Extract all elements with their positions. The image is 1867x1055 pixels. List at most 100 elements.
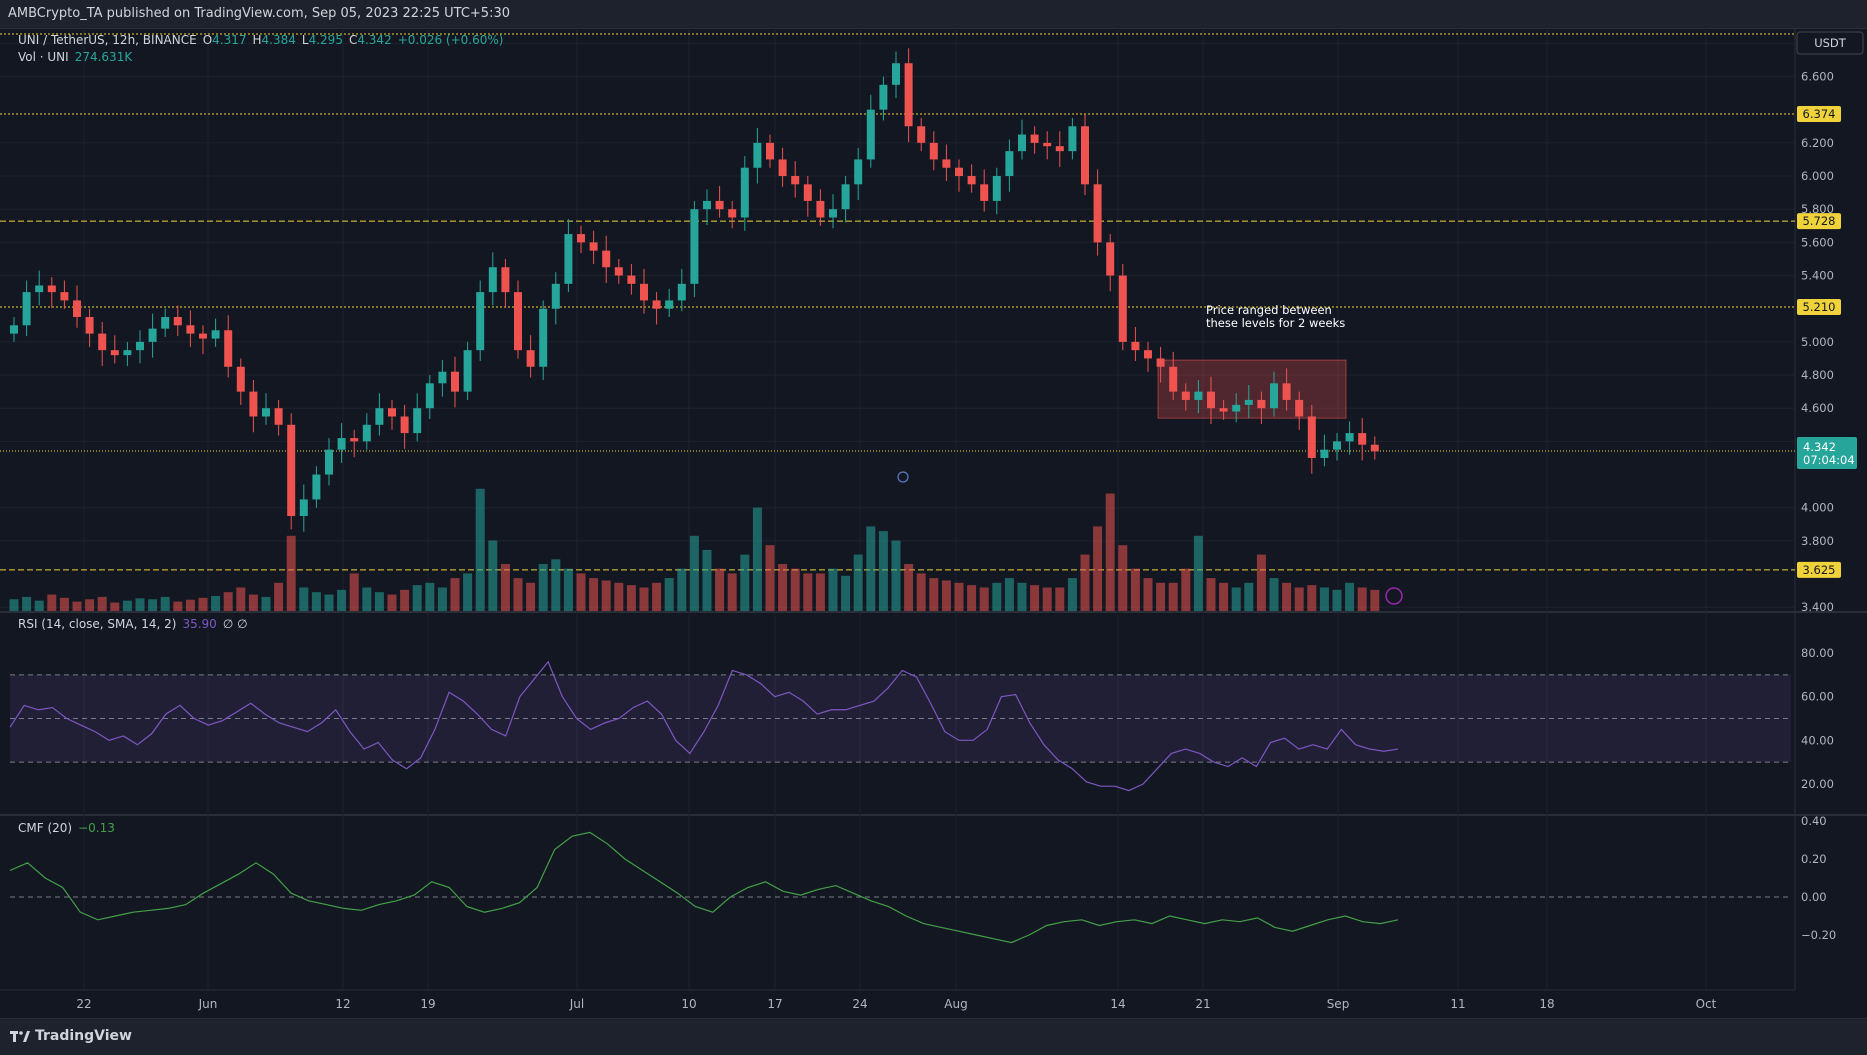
candle-body[interactable] <box>917 126 926 143</box>
chart-canvas[interactable]: 6.374 5.728 5.210 3.625 Price ranged between… <box>0 28 1867 1018</box>
candle-body[interactable] <box>1030 134 1039 143</box>
cmf-line[interactable] <box>9 831 1399 944</box>
candle-body[interactable] <box>299 499 308 517</box>
candle-body[interactable] <box>425 383 434 409</box>
candle-body[interactable] <box>501 267 510 293</box>
candle-body[interactable] <box>1257 399 1266 409</box>
symbol-label[interactable]: UNI / TetherUS, 12h, BINANCE <box>18 33 197 47</box>
candle-body[interactable] <box>942 159 951 168</box>
candle-body[interactable] <box>10 325 18 334</box>
candle-body[interactable] <box>1181 391 1190 400</box>
volume-label[interactable]: Vol · UNI <box>18 50 69 64</box>
candle-body[interactable] <box>438 371 447 384</box>
candle-body[interactable] <box>690 209 699 284</box>
candle-body[interactable] <box>1131 341 1140 351</box>
candle-body[interactable] <box>236 366 245 392</box>
candle-body[interactable] <box>967 176 976 185</box>
candle-body[interactable] <box>715 200 724 210</box>
candle-body[interactable] <box>136 341 144 351</box>
candle-body[interactable] <box>854 159 863 185</box>
candle-body[interactable] <box>400 416 409 434</box>
candle-body[interactable] <box>526 350 535 367</box>
candle-body[interactable] <box>1307 416 1316 458</box>
candle-body[interactable] <box>274 408 283 425</box>
candle-body[interactable] <box>589 242 598 251</box>
candle-body[interactable] <box>47 285 56 293</box>
candle-body[interactable] <box>879 84 888 110</box>
candle-body[interactable] <box>110 350 119 356</box>
candle-body[interactable] <box>388 408 396 417</box>
candle-body[interactable] <box>1156 358 1165 367</box>
candle-body[interactable] <box>287 424 296 517</box>
candle-body[interactable] <box>1194 391 1203 400</box>
candle-body[interactable] <box>1232 404 1241 412</box>
candle-body[interactable] <box>904 63 913 127</box>
candle-body[interactable] <box>362 424 371 442</box>
candle-body[interactable] <box>73 300 81 317</box>
candle-body[interactable] <box>1081 126 1089 185</box>
candle-body[interactable] <box>1295 399 1304 417</box>
candle-body[interactable] <box>753 142 762 168</box>
candle-body[interactable] <box>1244 399 1253 405</box>
candle-body[interactable] <box>22 292 31 326</box>
candle-body[interactable] <box>199 333 207 339</box>
candle-body[interactable] <box>1370 444 1379 452</box>
candle-body[interactable] <box>841 184 850 210</box>
candle-body[interactable] <box>677 283 686 301</box>
cmf-label[interactable]: CMF (20) <box>18 821 73 835</box>
candle-body[interactable] <box>551 283 560 309</box>
candle-body[interactable] <box>1106 242 1115 276</box>
candle-body[interactable] <box>728 209 737 218</box>
candle-body[interactable] <box>1043 142 1052 147</box>
candle-body[interactable] <box>992 176 1001 201</box>
candle-body[interactable] <box>1282 383 1291 400</box>
candle-body[interactable] <box>1207 391 1215 409</box>
candle-body[interactable] <box>211 330 220 339</box>
candle-body[interactable] <box>829 209 837 218</box>
candle-body[interactable] <box>778 159 787 177</box>
candle-body[interactable] <box>98 333 107 351</box>
candle-body[interactable] <box>249 391 258 417</box>
candle-body[interactable] <box>60 292 69 301</box>
candle-body[interactable] <box>488 267 497 293</box>
rsi-label[interactable]: RSI (14, close, SMA, 14, 2) <box>18 617 177 631</box>
candle-body[interactable] <box>1219 408 1228 412</box>
candle-body[interactable] <box>640 283 648 301</box>
candle-body[interactable] <box>665 300 674 309</box>
candle-body[interactable] <box>803 184 812 201</box>
candle-body[interactable] <box>816 200 825 218</box>
candle-body[interactable] <box>375 408 384 425</box>
tradingview-logo[interactable]: TradingView <box>10 1028 132 1044</box>
candle-body[interactable] <box>413 408 422 434</box>
candle-body[interactable] <box>892 63 900 85</box>
candle-body[interactable] <box>1118 275 1127 342</box>
candle-body[interactable] <box>740 167 749 218</box>
candle-body[interactable] <box>85 316 94 334</box>
candle-body[interactable] <box>577 234 585 243</box>
candle-body[interactable] <box>173 316 182 326</box>
candle-body[interactable] <box>766 142 774 160</box>
candle-body[interactable] <box>866 109 875 160</box>
candle-body[interactable] <box>186 325 195 334</box>
candle-body[interactable] <box>476 292 485 351</box>
candle-body[interactable] <box>1005 151 1014 177</box>
candle-body[interactable] <box>1068 126 1077 152</box>
candle-body[interactable] <box>451 371 459 392</box>
candle-body[interactable] <box>1345 433 1354 442</box>
candle-body[interactable] <box>224 330 233 367</box>
candle-body[interactable] <box>325 449 333 475</box>
candle-body[interactable] <box>929 142 938 160</box>
candle-body[interactable] <box>1093 184 1102 243</box>
candle-body[interactable] <box>1320 449 1329 458</box>
candle-body[interactable] <box>602 250 611 268</box>
candle-body[interactable] <box>262 408 270 417</box>
candle-body[interactable] <box>463 350 472 392</box>
candle-body[interactable] <box>539 308 548 367</box>
candle-body[interactable] <box>148 328 157 342</box>
candle-body[interactable] <box>337 438 346 450</box>
rsi-line[interactable] <box>9 660 1399 792</box>
candle-body[interactable] <box>514 292 522 351</box>
candle-body[interactable] <box>1270 383 1278 409</box>
candle-body[interactable] <box>1333 441 1341 450</box>
candle-body[interactable] <box>703 200 711 210</box>
